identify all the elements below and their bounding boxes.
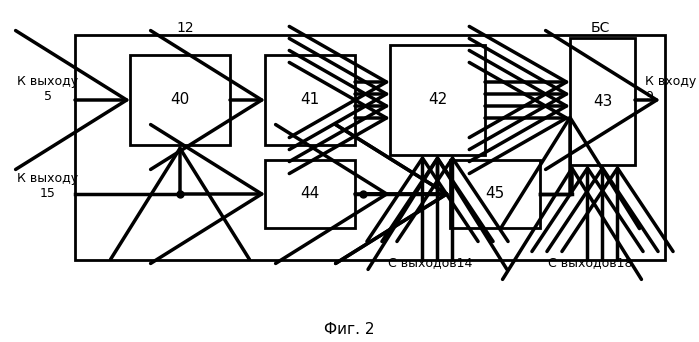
Text: 45: 45 [485, 186, 505, 201]
Text: 12: 12 [176, 21, 194, 35]
Text: К входу: К входу [645, 75, 696, 88]
Text: Фиг. 2: Фиг. 2 [324, 323, 374, 338]
Text: К выходу: К выходу [17, 75, 78, 88]
Text: 41: 41 [301, 92, 319, 107]
Text: 15: 15 [40, 187, 56, 200]
Bar [130, 55, 230, 145]
Bar [570, 38, 635, 165]
Text: 5: 5 [44, 90, 52, 103]
Bar [265, 55, 355, 145]
Bar [75, 35, 665, 260]
Text: 9: 9 [645, 90, 653, 103]
Text: 43: 43 [593, 94, 612, 109]
Text: 42: 42 [428, 92, 447, 107]
Bar [265, 160, 355, 228]
Bar [450, 160, 540, 228]
Bar [390, 45, 485, 155]
Text: С выходов18: С выходов18 [548, 256, 633, 269]
Text: БС: БС [591, 21, 610, 35]
Text: 40: 40 [171, 92, 189, 107]
Text: К выходу: К выходу [17, 172, 78, 185]
Text: С выходов14: С выходов14 [388, 256, 473, 269]
Text: 44: 44 [301, 186, 319, 201]
